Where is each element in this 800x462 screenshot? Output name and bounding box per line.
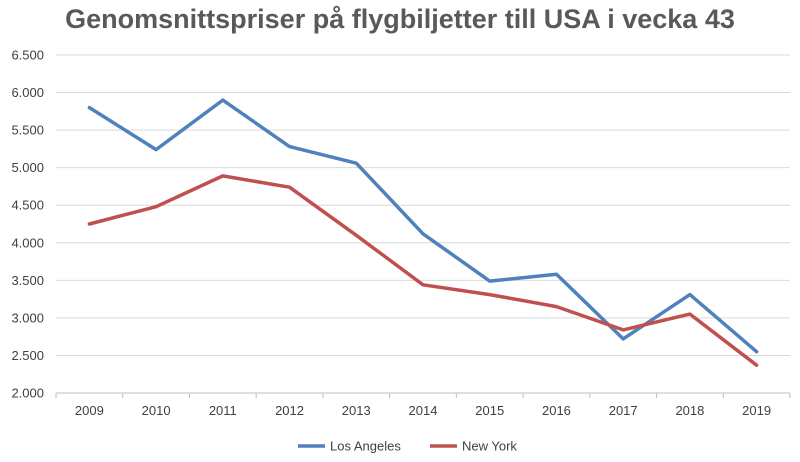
y-tick-label: 5.000 [11,160,44,175]
y-tick-label: 4.000 [11,235,44,250]
x-tick-label: 2012 [275,403,304,418]
chart-title: Genomsnittspriser på flygbiljetter till … [65,4,735,34]
x-tick-label: 2009 [75,403,104,418]
x-axis-ticks: 2009 2010 2011 2012 2013 2014 2015 2016 2017 2018… [55,393,791,418]
y-tick-label: 2.000 [11,386,44,401]
x-tick-label: 2018 [675,403,704,418]
y-tick-label: 2.500 [11,348,44,363]
y-tick-label: 3.000 [11,310,44,325]
y-axis-ticks: 2.000 2.500 3.000 3.500 4.000 4.500 5.000 5.500… [11,48,44,401]
x-tick-label: 2015 [475,403,504,418]
y-tick-label: 4.500 [11,198,44,213]
y-tick-label: 6.500 [11,48,44,63]
x-tick-label: 2016 [542,403,571,418]
x-tick-label: 2013 [342,403,371,418]
gridlines [56,54,790,394]
legend-label: New York [462,439,517,454]
y-tick-label: 3.500 [11,273,44,288]
series-line-los-angeles [87,98,759,354]
x-tick-label: 2017 [609,403,638,418]
x-tick-label: 2019 [742,403,771,418]
legend: Los Angeles New York [298,439,517,454]
y-tick-label: 5.500 [11,123,44,138]
x-tick-label: 2011 [209,403,237,418]
legend-label: Los Angeles [330,439,401,454]
x-tick-label: 2014 [409,403,438,418]
series-lines [87,98,759,367]
series-line-new-york [87,174,759,367]
y-tick-label: 6.000 [11,85,44,100]
x-tick-label: 2010 [142,403,171,418]
